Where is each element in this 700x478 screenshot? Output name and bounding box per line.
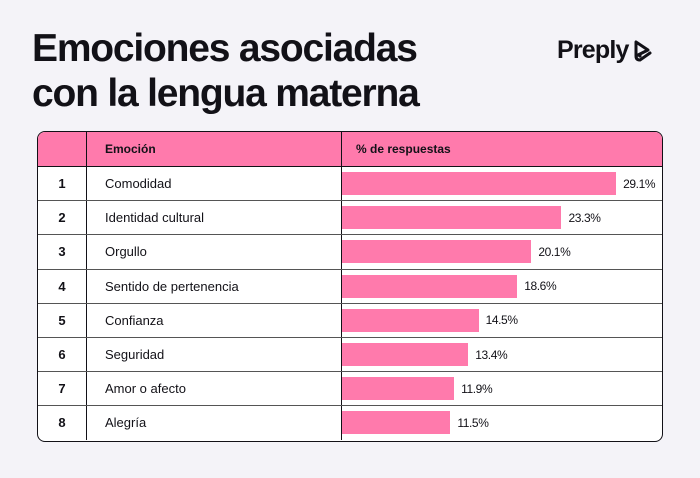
emotion-label: Identidad cultural <box>87 201 342 235</box>
rank: 6 <box>38 337 87 372</box>
emotion-label: Sentido de pertenencia <box>87 269 342 303</box>
rank: 1 <box>38 167 87 201</box>
value-label: 13.4% <box>475 347 508 362</box>
table-row: 2 Identidad cultural 23.3% <box>38 201 662 236</box>
bar-cell: 13.4% <box>342 338 662 371</box>
table-header: Emoción % de respuestas <box>38 132 662 167</box>
emotions-table: Emoción % de respuestas 1 Comodidad 29.1… <box>37 131 663 442</box>
page-title: Emociones asociadas con la lengua materna <box>32 26 420 116</box>
value-label: 11.5% <box>457 415 489 430</box>
bar-cell: 11.9% <box>342 372 662 405</box>
bar <box>342 240 532 264</box>
bar <box>342 411 451 435</box>
bar-cell: 18.6% <box>342 270 662 303</box>
value-label: 11.9% <box>461 381 493 396</box>
bar-cell: 11.5% <box>342 406 662 439</box>
emotion-label: Seguridad <box>87 337 342 372</box>
rank: 3 <box>38 235 87 269</box>
table-row: 6 Seguridad 13.4% <box>38 337 662 373</box>
emotion-label: Orgullo <box>87 235 342 269</box>
table-row: 1 Comodidad 29.1% <box>38 167 662 202</box>
rank: 8 <box>38 406 87 440</box>
table-row: 5 Confianza 14.5% <box>38 303 662 338</box>
title-line-1: Emociones asociadas <box>32 27 418 70</box>
bar <box>342 206 562 230</box>
value-label: 20.1% <box>538 244 571 259</box>
bar <box>342 274 518 298</box>
emotion-label: Confianza <box>87 303 342 337</box>
bar <box>342 377 455 401</box>
bar-cell: 23.3% <box>342 201 662 234</box>
bar-cell: 14.5% <box>342 304 662 337</box>
bar <box>342 308 479 332</box>
value-label: 29.1% <box>623 176 656 191</box>
header-rank <box>38 132 87 166</box>
bar <box>342 172 617 196</box>
brand-name: Preply <box>557 36 629 64</box>
value-label: 14.5% <box>485 313 518 328</box>
preply-logo-icon <box>634 40 652 61</box>
table-row: 7 Amor o afecto 11.9% <box>38 372 662 407</box>
preply-logo: Preply <box>557 36 654 65</box>
emotion-label: Comodidad <box>87 167 342 201</box>
bar-cell: 20.1% <box>342 235 662 268</box>
title-line-2: con la lengua materna <box>32 72 420 115</box>
header-emotion: Emoción <box>87 132 342 166</box>
table-row: 3 Orgullo 20.1% <box>38 235 662 270</box>
value-label: 18.6% <box>524 279 557 294</box>
rank: 5 <box>38 303 87 337</box>
value-label: 23.3% <box>568 210 601 225</box>
rank: 2 <box>38 201 87 235</box>
header-percent: % de respuestas <box>356 142 451 156</box>
bar-cell: 29.1% <box>342 167 662 200</box>
rank: 4 <box>38 269 87 303</box>
table-row: 4 Sentido de pertenencia 18.6% <box>38 269 662 304</box>
bar <box>342 343 469 367</box>
table-row: 8 Alegría 11.5% <box>38 406 662 440</box>
rank: 7 <box>38 372 87 406</box>
emotion-label: Amor o afecto <box>87 372 342 406</box>
emotion-label: Alegría <box>87 406 342 440</box>
